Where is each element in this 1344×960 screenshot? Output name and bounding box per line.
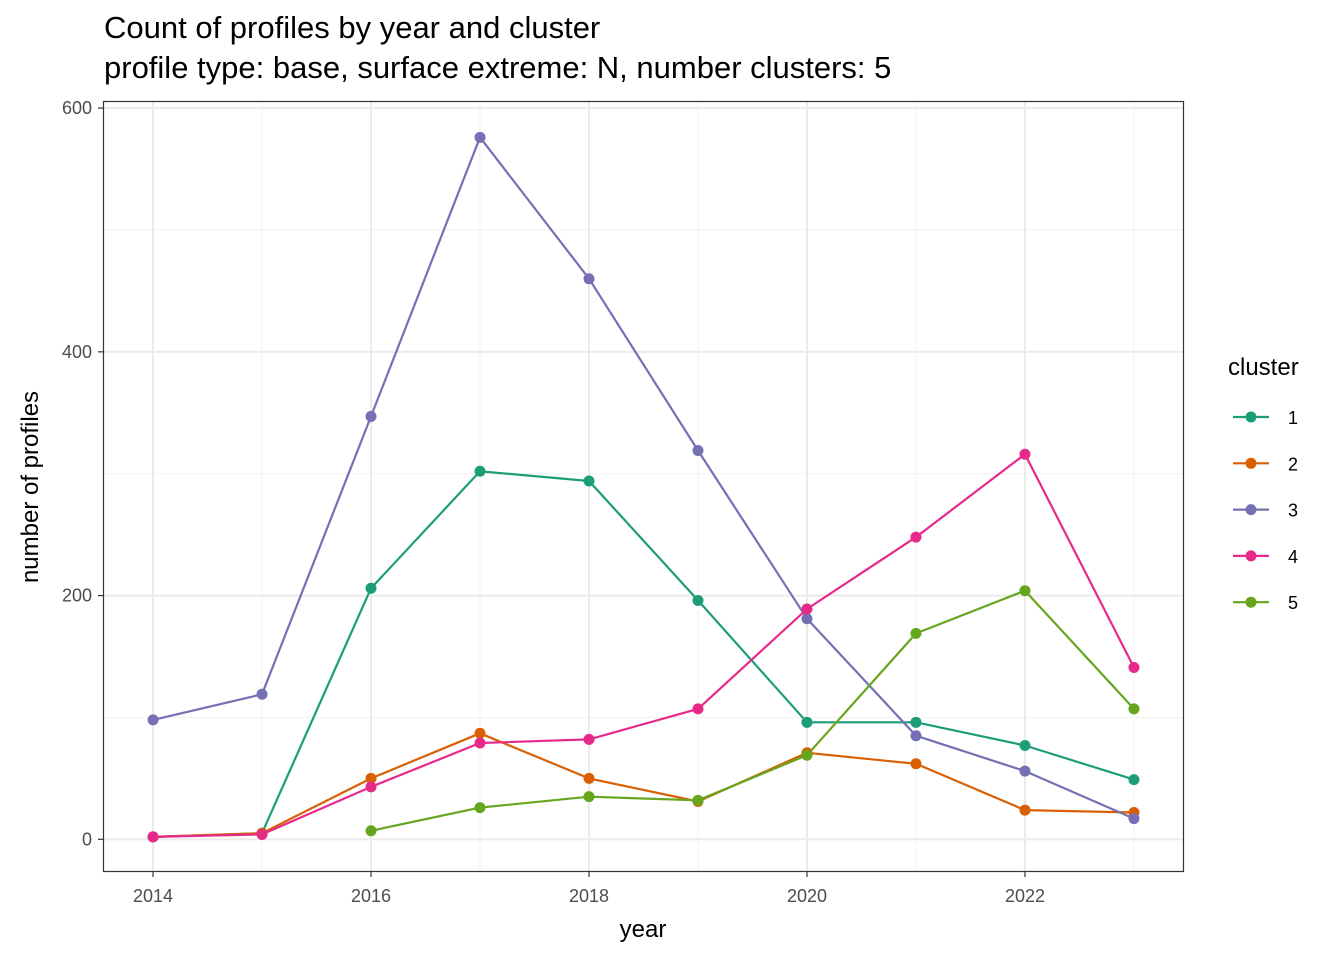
data-point-cluster-2 — [583, 772, 595, 784]
data-point-cluster-5 — [1128, 703, 1140, 715]
data-point-cluster-5 — [365, 825, 377, 837]
data-point-cluster-2 — [365, 772, 377, 784]
data-point-cluster-4 — [910, 531, 922, 543]
series-line-cluster-4 — [152, 453, 1135, 838]
chart-subtitle: profile type: base, surface extreme: N, … — [104, 50, 892, 85]
x-tick-label: 2016 — [351, 886, 391, 906]
legend-label: 5 — [1288, 593, 1298, 613]
series-lines — [152, 136, 1135, 838]
y-tick-label: 200 — [62, 586, 92, 606]
series-line-cluster-2 — [152, 732, 1135, 838]
legend-title: cluster — [1228, 354, 1299, 381]
series-line-cluster-1 — [152, 470, 1135, 838]
plot-panel-border — [102, 100, 1185, 873]
data-point-cluster-4 — [256, 828, 268, 840]
data-point-cluster-3 — [474, 131, 486, 143]
legend: cluster 1 2 3 4 5 — [1228, 354, 1299, 613]
data-point-cluster-3 — [692, 445, 704, 457]
data-point-cluster-5 — [910, 627, 922, 639]
y-tick-label: 600 — [62, 98, 92, 118]
data-point-cluster-5 — [474, 802, 486, 814]
data-point-cluster-1 — [801, 716, 813, 728]
data-point-cluster-2 — [910, 758, 922, 770]
legend-key-point — [1245, 411, 1257, 423]
data-point-cluster-3 — [910, 730, 922, 742]
x-tick-label: 2022 — [1005, 886, 1045, 906]
data-point-cluster-4 — [692, 703, 704, 715]
data-point-cluster-4 — [583, 733, 595, 745]
x-tick-label: 2018 — [569, 886, 609, 906]
data-point-cluster-1 — [1128, 774, 1140, 786]
data-point-cluster-1 — [1019, 739, 1031, 751]
legend-label: 2 — [1288, 454, 1298, 474]
data-point-cluster-3 — [801, 613, 813, 625]
data-point-cluster-3 — [1019, 765, 1031, 777]
data-point-cluster-3 — [583, 273, 595, 285]
legend-label: 4 — [1288, 547, 1298, 567]
series-line-cluster-3 — [152, 136, 1135, 820]
data-point-cluster-3 — [365, 410, 377, 422]
minor-gridlines — [104, 102, 1183, 871]
chart-title: Count of profiles by year and cluster — [104, 10, 601, 45]
data-point-cluster-1 — [583, 475, 595, 487]
legend-key-point — [1245, 550, 1257, 562]
data-point-cluster-4 — [365, 781, 377, 793]
series-points — [147, 131, 1140, 843]
data-point-cluster-5 — [692, 794, 704, 806]
data-point-cluster-4 — [801, 603, 813, 615]
data-point-cluster-4 — [147, 831, 159, 843]
data-point-cluster-4 — [474, 737, 486, 749]
data-point-cluster-1 — [474, 465, 486, 477]
data-point-cluster-3 — [256, 688, 268, 700]
x-tick-label: 2020 — [787, 886, 827, 906]
data-point-cluster-2 — [1019, 804, 1031, 816]
y-tick-label: 0 — [82, 829, 92, 849]
data-point-cluster-1 — [692, 594, 704, 606]
data-point-cluster-3 — [1128, 813, 1140, 825]
major-gridlines — [104, 102, 1183, 871]
data-point-cluster-1 — [910, 716, 922, 728]
y-tick-label: 400 — [62, 342, 92, 362]
x-tick-label: 2014 — [133, 886, 173, 906]
legend-key-point — [1245, 457, 1257, 469]
data-point-cluster-4 — [1019, 448, 1031, 460]
data-point-cluster-3 — [147, 714, 159, 726]
data-point-cluster-5 — [583, 791, 595, 803]
data-point-cluster-5 — [1019, 585, 1031, 597]
x-axis-title: year — [620, 916, 667, 943]
data-point-cluster-1 — [365, 582, 377, 594]
legend-label: 3 — [1288, 501, 1298, 521]
legend-key-point — [1245, 596, 1257, 608]
data-point-cluster-4 — [1128, 661, 1140, 673]
y-axis: 0 200 400 600 — [62, 98, 104, 849]
data-point-cluster-5 — [801, 749, 813, 761]
data-point-cluster-2 — [474, 727, 486, 739]
series-line-cluster-5 — [370, 589, 1135, 832]
legend-key-point — [1245, 504, 1257, 516]
x-axis: 2014 2016 2018 2020 2022 — [133, 871, 1045, 906]
legend-label: 1 — [1288, 408, 1298, 428]
y-axis-title: number of profiles — [17, 391, 44, 583]
